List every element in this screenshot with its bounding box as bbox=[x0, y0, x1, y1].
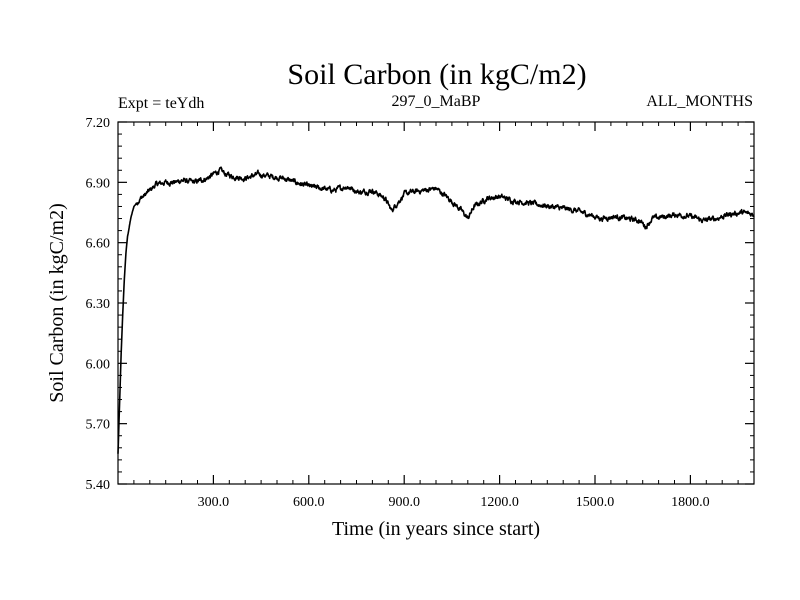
months-label: ALL_MONTHS bbox=[646, 93, 753, 110]
y-tick-label: 5.70 bbox=[86, 418, 111, 433]
y-tick-label: 6.30 bbox=[86, 297, 111, 312]
y-tick-label: 5.40 bbox=[86, 478, 111, 493]
x-tick-label: 1500.0 bbox=[576, 495, 615, 510]
plot-area: 300.0 600.0 900.0 1200.0 1500.0 1800.0 5.40 5.7… bbox=[86, 116, 755, 510]
y-tick-label: 6.90 bbox=[86, 176, 111, 191]
x-axis-label: Time (in years since start) bbox=[332, 518, 540, 540]
x-tick-label: 300.0 bbox=[198, 495, 230, 510]
chart-title: Soil Carbon (in kgC/m2) bbox=[287, 58, 586, 91]
x-tick-label: 900.0 bbox=[388, 495, 420, 510]
plot-frame bbox=[117, 121, 755, 485]
x-tick-label: 600.0 bbox=[293, 495, 325, 510]
series-line-soil-carbon bbox=[117, 166, 755, 454]
y-axis-label: Soil Carbon (in kgC/m2) bbox=[46, 203, 68, 402]
y-tick-label: 6.00 bbox=[86, 357, 111, 372]
period-label: 297_0_MaBP bbox=[392, 93, 481, 110]
y-tick-label: 7.20 bbox=[86, 116, 111, 131]
y-tick-label: 6.60 bbox=[86, 237, 111, 252]
x-tick-label: 1200.0 bbox=[480, 495, 519, 510]
x-tick-label: 1800.0 bbox=[671, 495, 710, 510]
experiment-label: Expt = teYdh bbox=[118, 95, 204, 112]
